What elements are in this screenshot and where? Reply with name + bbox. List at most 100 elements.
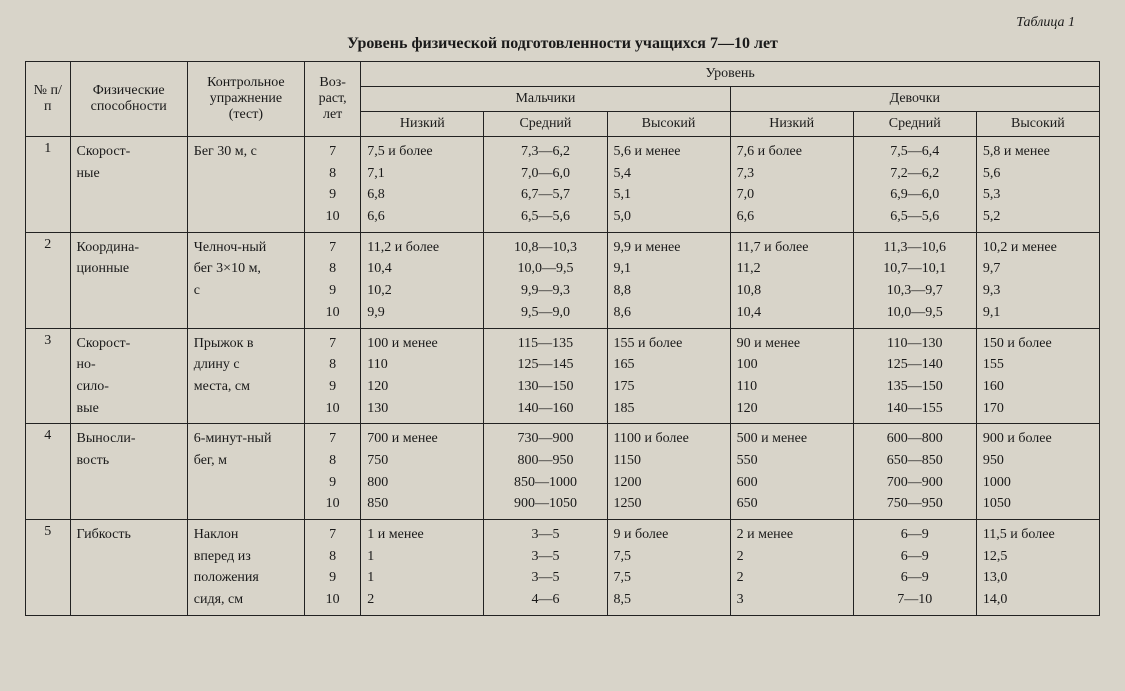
row-girls-low-line: 650 [737,493,847,515]
row-girls-low: 7,6 и более7,37,06,6 [730,137,853,233]
row-test: Бег 30 м, с [187,137,304,233]
row-boys-high-line: 1200 [614,472,724,494]
row-boys-low-line: 700 и менее [367,428,477,450]
row-girls-mid: 110—130125—140135—150140—155 [853,328,976,424]
row-test: Прыжок вдлину сместа, см [187,328,304,424]
row-girls-low: 90 и менее100110120 [730,328,853,424]
row-girls-high-line: 5,6 [983,163,1093,185]
row-boys-mid-line: 800—950 [490,450,600,472]
row-boys-mid-line: 10,0—9,5 [490,258,600,280]
row-girls-low: 2 и менее223 [730,520,853,616]
row-girls-mid-line: 10,7—10,1 [860,258,970,280]
th-boys-low: Низкий [361,112,484,137]
row-girls-mid-line: 140—155 [860,398,970,420]
row-age-line: 10 [307,398,358,420]
row-girls-mid-line: 6,9—6,0 [860,184,970,206]
row-girls-high-line: 1050 [983,493,1093,515]
row-girls-mid-line: 7—10 [860,589,970,611]
row-boys-mid: 3—53—53—54—6 [484,520,607,616]
row-girls-low-line: 2 [737,567,847,589]
row-girls-low-line: 7,3 [737,163,847,185]
row-boys-mid-line: 3—5 [490,546,600,568]
row-girls-high-line: 12,5 [983,546,1093,568]
row-age-line: 10 [307,493,358,515]
row-girls-low-line: 120 [737,398,847,420]
row-age-line: 9 [307,567,358,589]
row-boys-mid-line: 9,5—9,0 [490,302,600,324]
row-girls-low-line: 11,2 [737,258,847,280]
row-boys-high-line: 8,6 [614,302,724,324]
table-row: 4Выносли-вость6-минут-ныйбег, м78910700 … [26,424,1100,520]
row-girls-low-line: 11,7 и более [737,237,847,259]
row-ability: Гибкость [70,520,187,616]
row-girls-high-line: 9,7 [983,258,1093,280]
row-boys-low-line: 1 и менее [367,524,477,546]
row-boys-low-line: 120 [367,376,477,398]
row-age-line: 9 [307,376,358,398]
row-test: 6-минут-ныйбег, м [187,424,304,520]
row-age-line: 10 [307,206,358,228]
row-boys-mid: 730—900800—950850—1000900—1050 [484,424,607,520]
row-ability: Скорост-но-сило-вые [70,328,187,424]
row-boys-low-line: 110 [367,354,477,376]
row-girls-low-line: 7,0 [737,184,847,206]
row-ability: Выносли-вость [70,424,187,520]
row-boys-high-line: 185 [614,398,724,420]
row-girls-high-line: 9,3 [983,280,1093,302]
row-boys-low: 100 и менее110120130 [361,328,484,424]
row-boys-mid-line: 10,8—10,3 [490,237,600,259]
row-boys-low-line: 6,6 [367,206,477,228]
row-boys-high: 9 и более7,57,58,5 [607,520,730,616]
row-num: 2 [26,232,71,328]
row-age-line: 8 [307,163,358,185]
row-girls-low-line: 100 [737,354,847,376]
row-girls-low-line: 10,4 [737,302,847,324]
row-boys-mid-line: 3—5 [490,524,600,546]
table-row: 5ГибкостьНаклонвперед изположениясидя, с… [26,520,1100,616]
row-boys-high-line: 1100 и более [614,428,724,450]
row-boys-high-line: 5,6 и менее [614,141,724,163]
row-girls-high-line: 155 [983,354,1093,376]
row-girls-low: 11,7 и более11,210,810,4 [730,232,853,328]
row-num: 3 [26,328,71,424]
row-girls-mid-line: 6—9 [860,546,970,568]
row-girls-mid-line: 6—9 [860,567,970,589]
row-girls-mid: 6—96—96—97—10 [853,520,976,616]
row-age: 78910 [305,520,361,616]
row-girls-high-line: 14,0 [983,589,1093,611]
row-age-line: 7 [307,141,358,163]
row-girls-high: 5,8 и менее5,65,35,2 [976,137,1099,233]
page-title: Уровень физической подготовленности учащ… [25,35,1100,53]
row-girls-high-line: 11,5 и более [983,524,1093,546]
row-boys-high-line: 7,5 [614,567,724,589]
row-girls-low-line: 550 [737,450,847,472]
row-girls-low-line: 6,6 [737,206,847,228]
row-age: 78910 [305,232,361,328]
row-age-line: 7 [307,428,358,450]
row-boys-mid-line: 125—145 [490,354,600,376]
table-row: 1Скорост-ныеБег 30 м, с789107,5 и более7… [26,137,1100,233]
row-girls-high-line: 9,1 [983,302,1093,324]
row-girls-mid-line: 10,3—9,7 [860,280,970,302]
row-girls-high-line: 5,3 [983,184,1093,206]
row-boys-low: 700 и менее750800850 [361,424,484,520]
row-girls-high-line: 13,0 [983,567,1093,589]
row-girls-high-line: 900 и более [983,428,1093,450]
row-boys-high-line: 1250 [614,493,724,515]
row-boys-low-line: 100 и менее [367,333,477,355]
row-girls-low-line: 3 [737,589,847,611]
row-boys-mid-line: 730—900 [490,428,600,450]
row-age-line: 7 [307,524,358,546]
fitness-table: № п/п Физические способности Контрольное… [25,61,1100,616]
row-age-line: 7 [307,333,358,355]
th-girls-mid: Средний [853,112,976,137]
row-boys-low-line: 130 [367,398,477,420]
row-girls-low-line: 2 и менее [737,524,847,546]
th-girls: Девочки [730,87,1099,112]
row-boys-high: 1100 и более115012001250 [607,424,730,520]
row-boys-low-line: 2 [367,589,477,611]
row-boys-low: 11,2 и более10,410,29,9 [361,232,484,328]
row-girls-mid-line: 11,3—10,6 [860,237,970,259]
row-girls-mid-line: 700—900 [860,472,970,494]
th-level: Уровень [361,62,1100,87]
